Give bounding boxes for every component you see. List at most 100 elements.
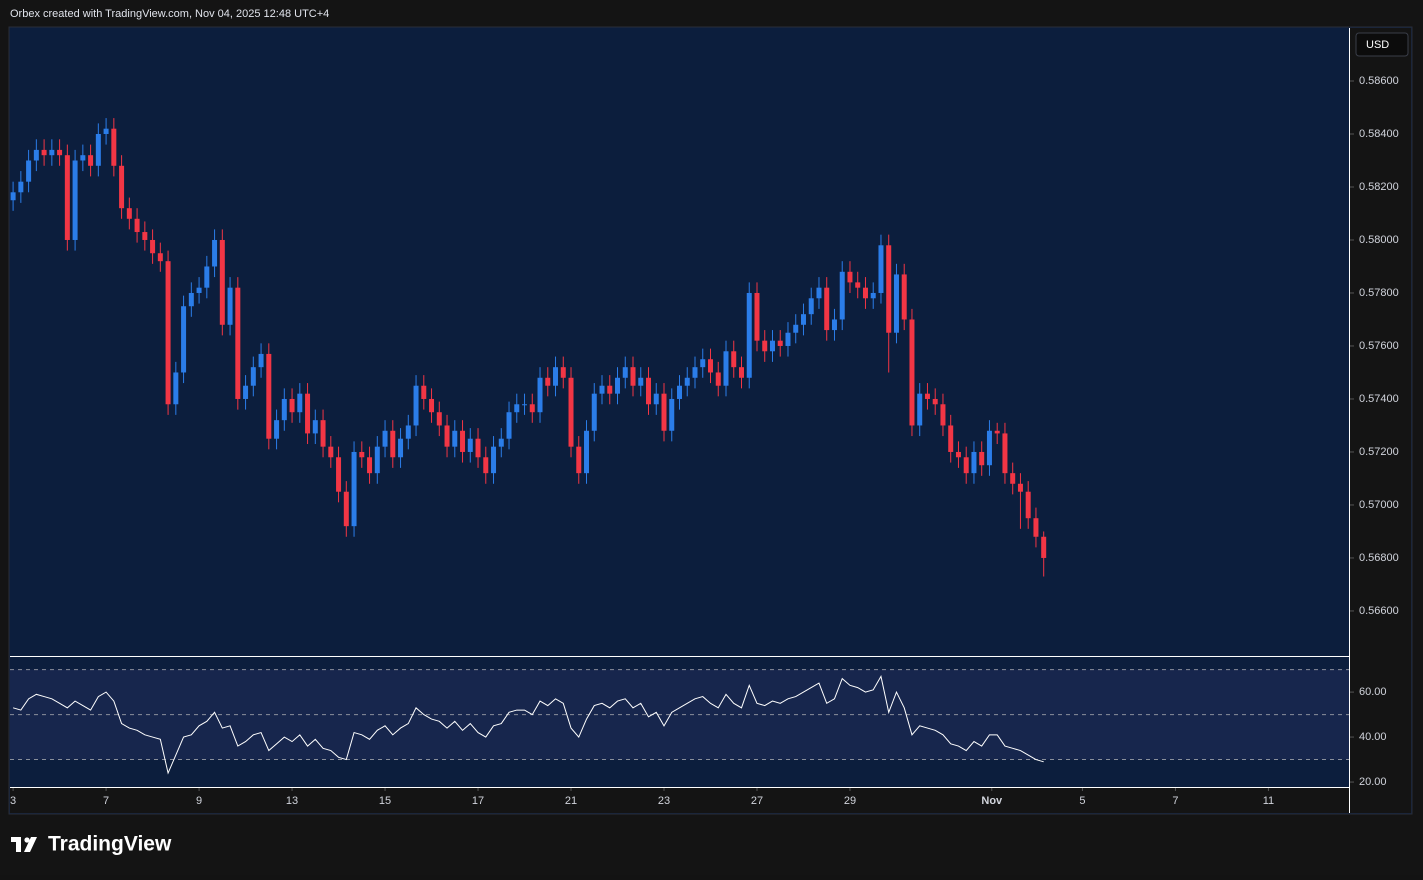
candle-body	[529, 404, 535, 413]
candle-body	[971, 451, 977, 474]
x-tick-label: 11	[1263, 795, 1274, 807]
candle-body	[134, 218, 140, 233]
candle-body	[33, 149, 39, 161]
candle-body	[57, 149, 63, 156]
x-tick-label: 7	[1172, 795, 1178, 807]
candle-body	[723, 351, 729, 386]
y-tick-label: 0.58600	[1359, 75, 1399, 87]
candle-body	[150, 239, 156, 254]
x-tick-label: 9	[196, 795, 202, 807]
candle-body	[26, 160, 32, 182]
y-tick-label: 0.57600	[1359, 340, 1399, 352]
candle-body	[475, 438, 481, 458]
y-tick-label: 40.00	[1359, 731, 1387, 743]
candle-body	[444, 425, 450, 447]
currency-button[interactable]	[1355, 32, 1409, 57]
candle-body	[793, 324, 799, 333]
candle-body	[522, 404, 528, 406]
candle-body	[576, 446, 582, 474]
candle-body	[986, 430, 992, 466]
y-tick-label: 20.00	[1359, 776, 1387, 788]
candle-body	[336, 457, 342, 492]
candle-body	[320, 420, 326, 447]
candle-body	[274, 420, 280, 439]
candle-body	[963, 457, 969, 474]
candle-body	[568, 377, 574, 447]
candle-body	[506, 412, 512, 439]
candle-body	[436, 412, 442, 426]
candle-body	[893, 274, 899, 333]
candle-body	[281, 398, 287, 421]
candle-body	[932, 398, 938, 405]
x-tick-label: 15	[379, 795, 391, 807]
x-tick-label: 29	[844, 795, 856, 807]
x-tick-label: 27	[751, 795, 763, 807]
candle-body	[584, 430, 590, 474]
y-tick-label: 0.57200	[1359, 446, 1399, 458]
candle-body	[250, 367, 256, 386]
candle-body	[870, 292, 876, 299]
candle-body	[847, 271, 853, 283]
candle-body	[560, 367, 566, 378]
logo-text: TradingView	[48, 833, 172, 856]
candle-body	[994, 430, 1000, 434]
candle-body	[204, 266, 210, 288]
candle-body	[917, 393, 923, 426]
candle-body	[491, 446, 497, 474]
candle-body	[553, 367, 559, 386]
candle-body	[343, 491, 349, 527]
candle-body	[297, 393, 303, 413]
x-tick-label: 23	[658, 795, 670, 807]
candle-body	[429, 398, 435, 413]
candle-body	[95, 133, 101, 166]
y-tick-label: 0.58400	[1359, 128, 1399, 140]
x-tick-label: 21	[565, 795, 577, 807]
currency-label[interactable]: USD	[1366, 39, 1389, 51]
candle-body	[413, 385, 419, 426]
x-tick-label: 7	[103, 795, 109, 807]
candle-body	[258, 353, 264, 368]
x-tick-label: 17	[472, 795, 484, 807]
candle-body	[382, 430, 388, 447]
candle-body	[777, 340, 783, 346]
candle-body	[1025, 491, 1031, 519]
candle-body	[692, 367, 698, 378]
candle-body	[49, 149, 55, 156]
y-tick-label: 0.57400	[1359, 393, 1399, 405]
candle-body	[460, 430, 466, 452]
candle-body	[196, 287, 202, 293]
y-tick-label: 0.58200	[1359, 181, 1399, 193]
candle-body	[622, 367, 628, 378]
candle-body	[212, 239, 218, 267]
candle-body	[235, 287, 241, 399]
candle-body	[638, 377, 644, 386]
candle-body	[762, 340, 768, 352]
candle-body	[607, 385, 613, 394]
candle-body	[467, 438, 473, 452]
candle-body	[816, 287, 822, 299]
candle-body	[769, 340, 775, 352]
candle-body	[669, 398, 675, 431]
candle-body	[800, 314, 806, 325]
candle-body	[390, 430, 396, 458]
candle-body	[103, 128, 109, 134]
y-tick-label: 0.56600	[1359, 605, 1399, 617]
candle-body	[359, 451, 365, 458]
candle-body	[1033, 518, 1039, 537]
candle-body	[72, 160, 78, 240]
candle-body	[909, 319, 915, 426]
candle-body	[374, 446, 380, 474]
candle-body	[684, 377, 690, 386]
candle-body	[266, 353, 272, 439]
y-tick-label: 0.58000	[1359, 234, 1399, 246]
candle-body	[227, 287, 233, 325]
candle-body	[591, 393, 597, 431]
candle-body	[754, 292, 760, 341]
candle-body	[80, 155, 86, 161]
candle-body	[398, 438, 404, 458]
candle-body	[653, 393, 659, 405]
candle-body	[831, 319, 837, 331]
candle-body	[955, 451, 961, 458]
